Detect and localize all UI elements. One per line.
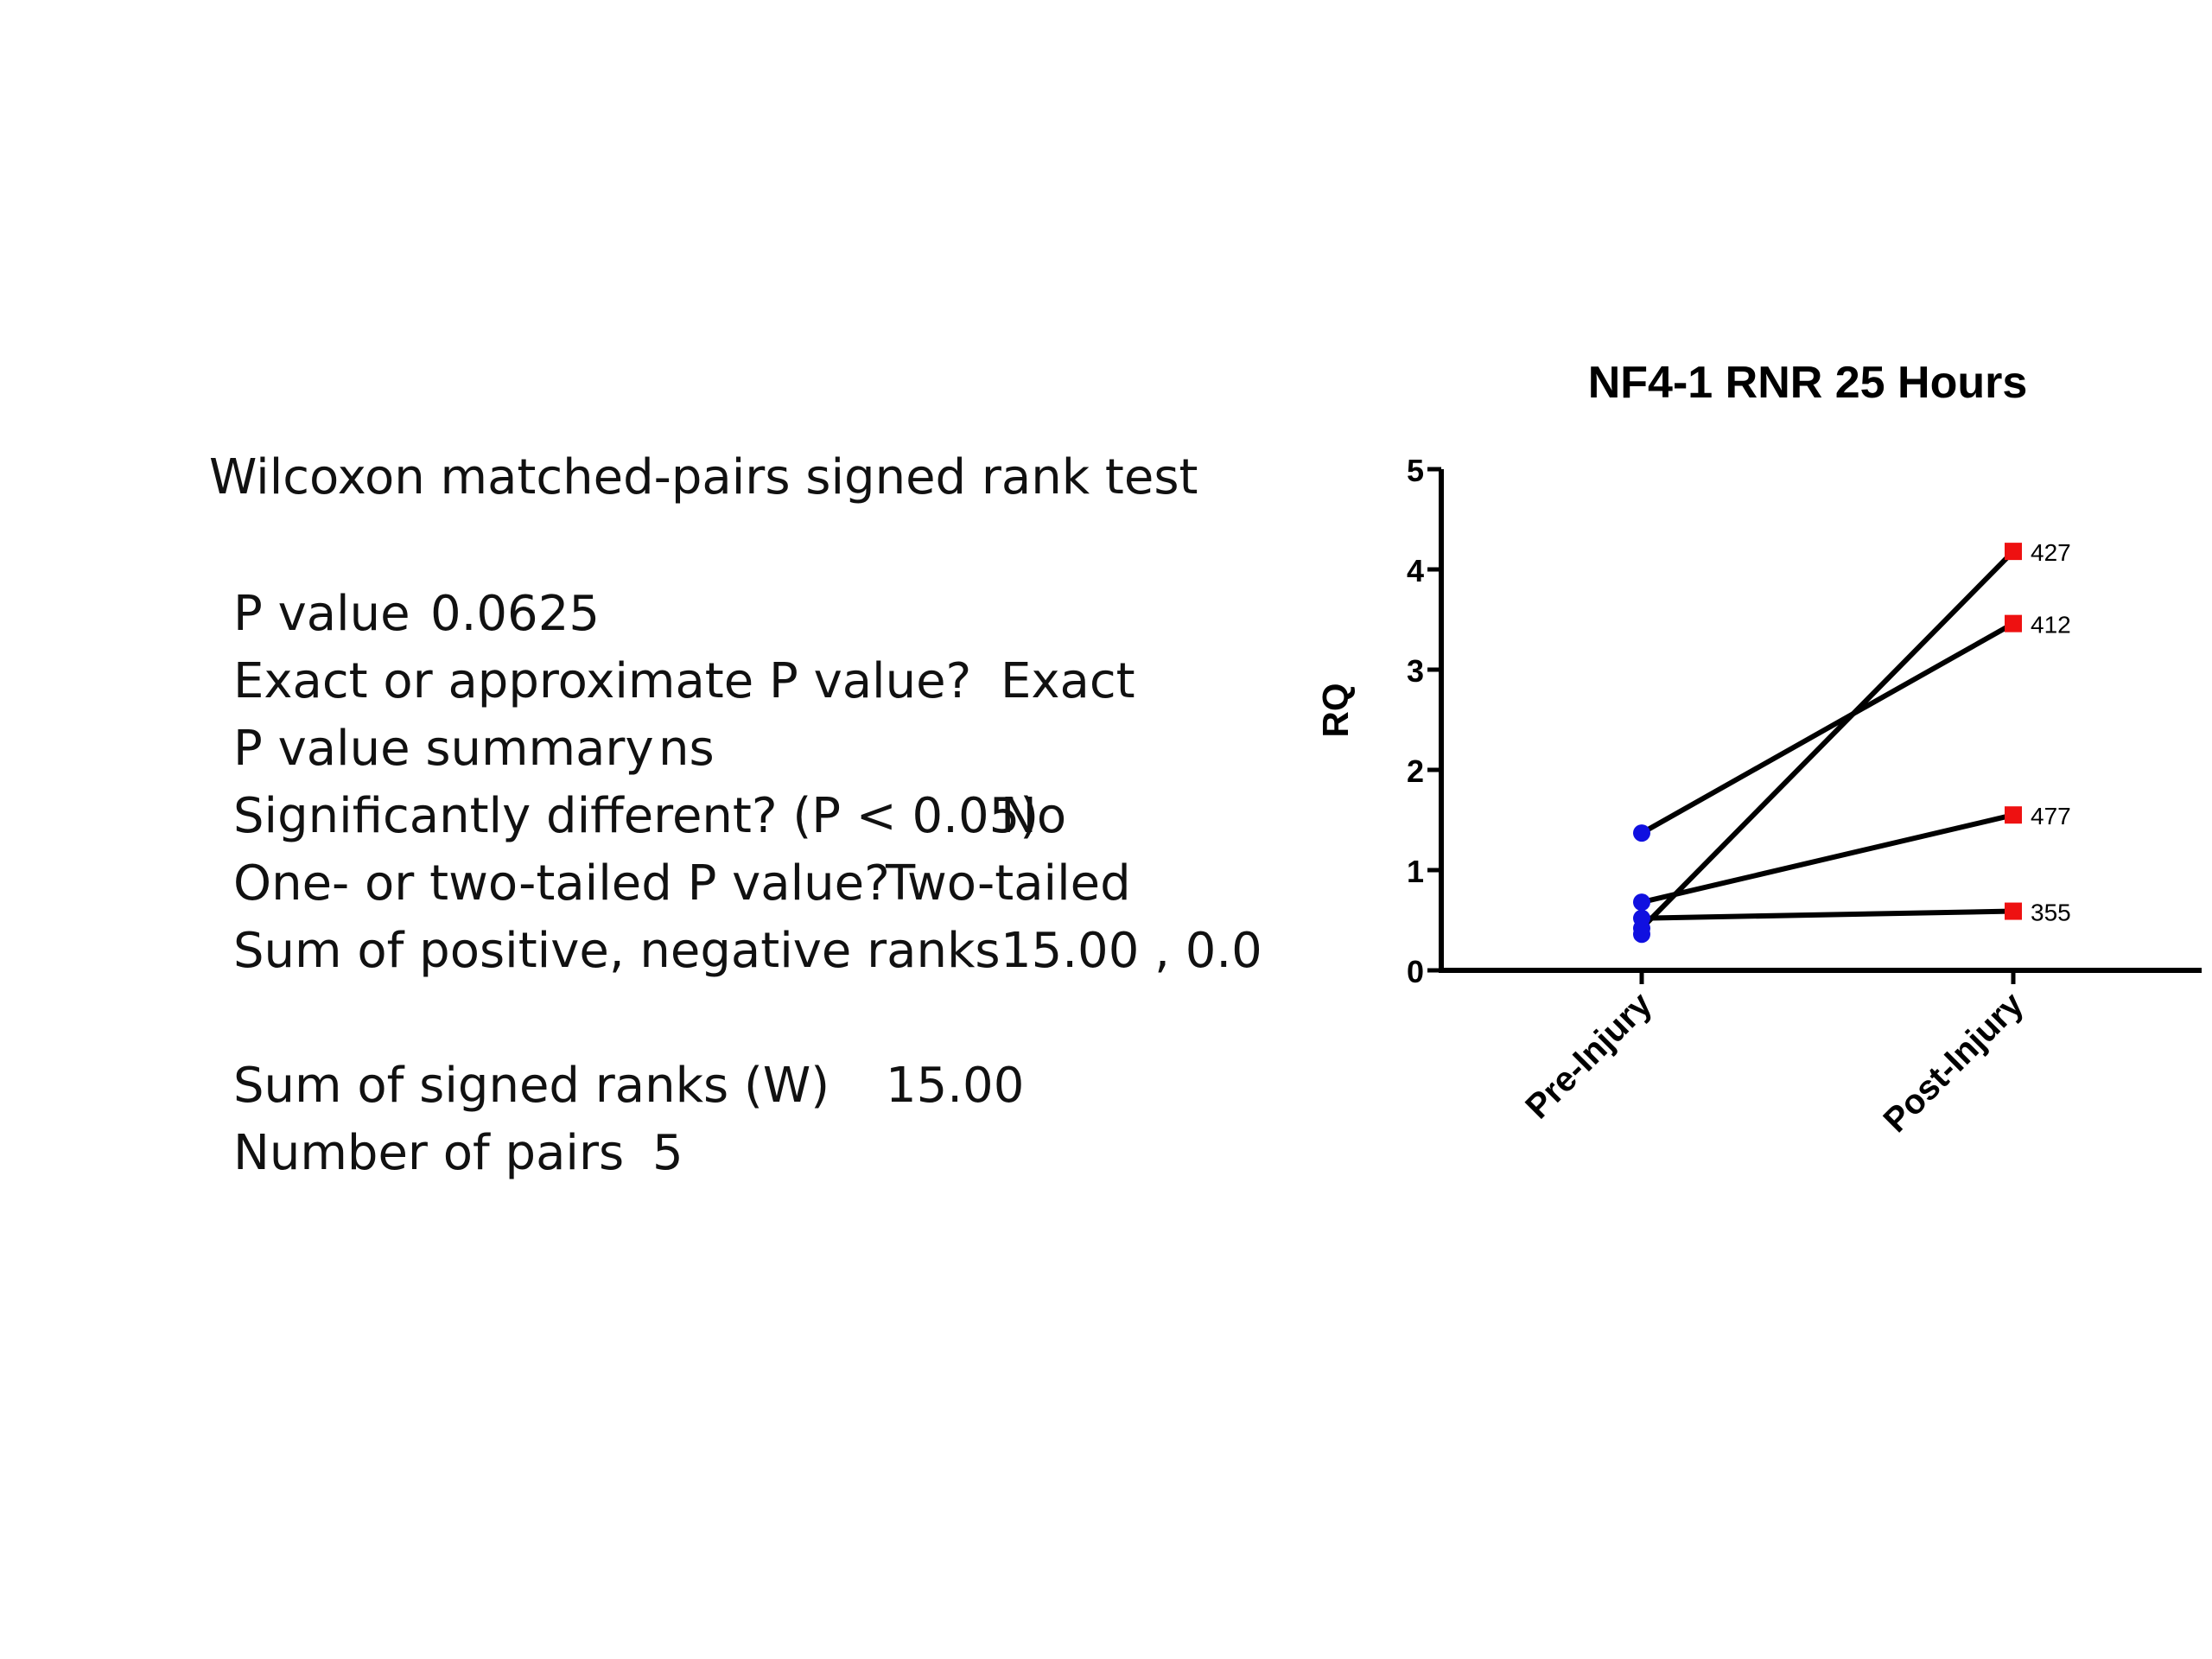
y-tick-label: 3 [1407,653,1424,689]
x-tick-label: Post-Injury [1877,985,2031,1140]
stat-value: Two-tailed [886,855,1131,912]
stat-label: Number of pairs [233,1125,625,1181]
point-label: 412 [2031,612,2071,639]
y-tick-label: 2 [1407,753,1424,789]
stat-label: P value [233,586,410,642]
series-line [1641,908,2014,921]
stat-label: Exact or approximate P value? [233,653,972,709]
stat-value: 5 [652,1125,683,1181]
post-injury-point [2005,614,2022,632]
post-injury-point [2005,543,2022,561]
pre-injury-point [1633,925,1650,944]
y-tick-label: 1 [1407,854,1424,889]
stat-value: 15.00 [886,1058,1025,1114]
y-tick-label: 4 [1407,553,1424,588]
markers [1633,543,2022,944]
series-line [1641,812,2014,906]
stat-value: No [1001,788,1067,844]
stat-value: Exact [1001,653,1135,709]
point-label: 477 [2031,803,2071,830]
series-line [1640,621,2015,836]
y-tick-label: 5 [1407,453,1424,488]
stat-value: 0.0625 [430,586,600,642]
point-labels: 427 412 477 355 [2031,539,2071,925]
point-label: 355 [2031,899,2071,926]
post-injury-point [2005,902,2022,920]
post-injury-point [2005,806,2022,824]
point-label: 427 [2031,539,2071,566]
stats-title: Wilcoxon matched-pairs signed rank test [209,449,1198,505]
series-lines [1639,550,2016,931]
y-tick-label: 0 [1407,954,1424,989]
series-line [1639,550,2016,931]
pre-injury-point [1633,909,1650,927]
pre-injury-point [1633,893,1650,912]
chart-title: NF4-1 RNR 25 Hours [1588,358,2028,408]
x-tick-label: Pre-Injury [1518,985,1660,1127]
stat-value: 15.00 , 0.0 [1001,923,1262,979]
y-axis-label: RQ [1315,683,1356,738]
stat-label: Significantly different? (P < 0.05) [233,788,1039,844]
stat-label: Sum of signed ranks (W) [233,1058,830,1114]
stat-value: ns [658,721,715,777]
stat-label: P value summary [233,721,654,777]
stat-label: One- or two-tailed P value? [233,855,890,912]
stat-label: Sum of positive, negative ranks [233,923,1001,979]
pre-injury-point [1633,824,1650,842]
axes: 0 1 2 3 4 5 Pre-Injury Post-Injury [1407,453,2202,1140]
